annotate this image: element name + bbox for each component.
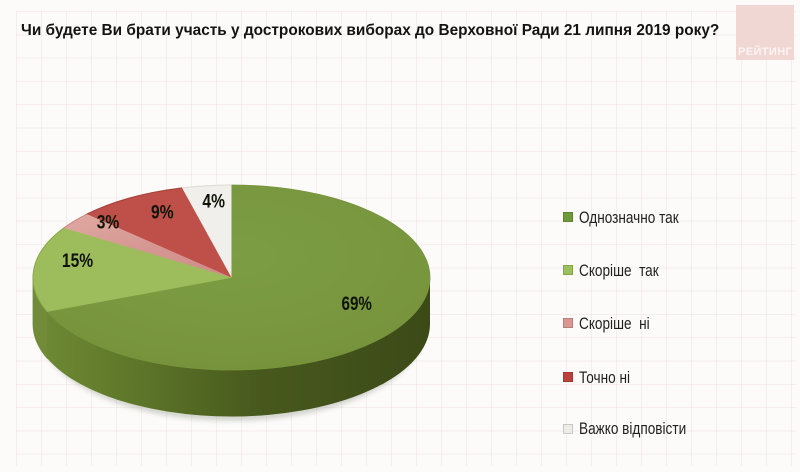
svg-text:9%: 9% [151, 201, 174, 223]
svg-text:69%: 69% [341, 292, 372, 314]
svg-text:15%: 15% [62, 249, 93, 271]
svg-text:3%: 3% [97, 211, 120, 233]
svg-text:4%: 4% [202, 190, 225, 212]
